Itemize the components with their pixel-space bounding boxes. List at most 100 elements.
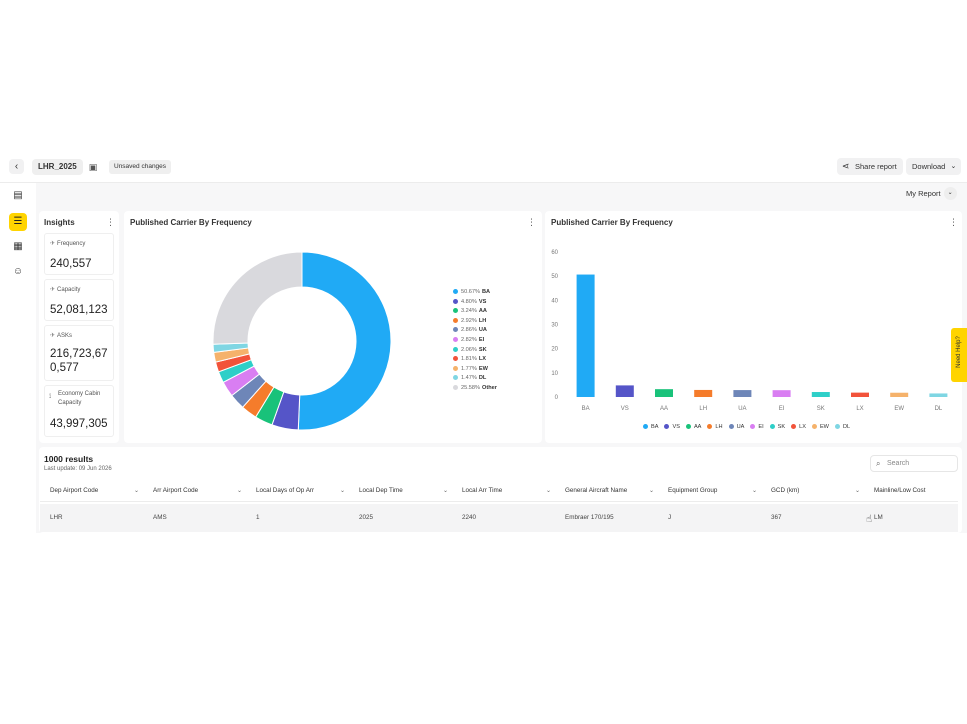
legend-label: EW (819, 424, 829, 430)
chevron-left-icon: ‹ (14, 161, 19, 172)
seat-icon: ⟟ (49, 394, 52, 400)
share-report-button[interactable]: ⋖ Share report (837, 158, 903, 175)
insight-card-capacity: ✈ Capacity 52,081,123 (44, 279, 114, 321)
table-row[interactable]: LHR AMS 1 2025 2240 Embraer 170/195 J 36… (40, 504, 958, 532)
table-cell: 1 (256, 514, 260, 521)
legend-item[interactable]: 2.06% SK (453, 346, 497, 356)
legend-swatch (453, 356, 458, 362)
table-cell: Embraer 170/195 (565, 514, 614, 521)
report-select[interactable]: My Report ⌄ (900, 186, 959, 202)
legend-swatch (453, 317, 458, 323)
insight-label: ASKs (57, 333, 73, 339)
download-button[interactable]: Download ⌄ (906, 158, 962, 175)
more-options-icon[interactable]: ⋮ (527, 217, 536, 227)
donut-legend: 50.67% BA 4.80% VS 3.24% AA 2.92% LH 2.86% UA 2.82… (453, 288, 497, 394)
insights-title: Insights (44, 218, 75, 227)
legend-label: VS (478, 298, 487, 305)
legend-label: EI (478, 336, 485, 343)
legend-item[interactable]: DL (834, 424, 850, 430)
legend-swatch (685, 424, 691, 430)
legend-item[interactable]: 1.47% DL (453, 374, 497, 384)
column-header[interactable]: Dep Airport Code ⌄ (40, 480, 143, 502)
insight-card-frequency: ✈ Frequency 240,557 (44, 233, 114, 275)
legend-item[interactable]: VS (664, 424, 680, 430)
donut-slice-other[interactable] (212, 251, 303, 345)
legend-swatch (453, 365, 458, 371)
legend-item[interactable]: SK (769, 424, 785, 430)
legend-label: DL (478, 375, 487, 382)
legend-item[interactable]: 1.81% LX (453, 355, 497, 365)
top-toolbar: ‹ LHR_2025 ▣ Unsaved changes ⋖ Share rep… (0, 149, 967, 183)
legend-item[interactable]: 2.86% UA (453, 326, 497, 336)
column-header-label: Arr Airport Code (153, 487, 199, 494)
column-header[interactable]: Mainline/Low Cost (864, 480, 958, 502)
legend-label: VS (672, 424, 680, 430)
column-header[interactable]: Local Arr Time ⌄ (452, 480, 555, 502)
column-header-label: Local Days of Op Arr (256, 487, 315, 494)
column-header[interactable]: Local Days of Op Arr ⌄ (246, 480, 349, 502)
column-header[interactable]: General Aircraft Name ⌄ (555, 480, 658, 502)
results-count: 1000 results (44, 454, 94, 464)
file-name-tab[interactable]: LHR_2025 (32, 159, 83, 175)
column-header[interactable]: GCD (km) ⌄ (761, 480, 864, 502)
legend-item[interactable]: 2.82% EI (453, 336, 497, 346)
legend-item[interactable]: LX (791, 424, 806, 430)
search-icon: ⌕ (876, 459, 881, 468)
legend-label: Other (481, 384, 497, 391)
chevron-down-icon: ⌄ (545, 488, 551, 494)
insight-value: 43,997,305 (50, 418, 108, 430)
legend-item[interactable]: 4.80% VS (453, 298, 497, 308)
insight-label: Frequency (57, 241, 86, 247)
chevron-down-icon: ⌄ (648, 488, 654, 494)
filter-icon[interactable]: ☰ (9, 213, 27, 231)
last-update: Last update: 09 Jun 2026 (44, 466, 112, 472)
need-help-tab[interactable]: Need Help? (951, 328, 967, 382)
table-cell: AMS (153, 514, 167, 521)
legend-item[interactable]: 1.77% EW (453, 365, 497, 375)
legend-item[interactable]: 2.92% LH (453, 317, 497, 327)
legend-item[interactable]: EW (811, 424, 829, 430)
insight-value-cont: 0,577 (50, 362, 79, 374)
save-button[interactable]: ▣ (86, 160, 100, 174)
bot-icon[interactable]: ☺ (12, 266, 24, 277)
back-button[interactable]: ‹ (9, 159, 24, 174)
legend-swatch (643, 424, 648, 430)
more-options-icon[interactable]: ⋮ (106, 217, 115, 227)
legend-item[interactable]: 25.58% Other (453, 384, 497, 394)
panel-icon[interactable]: ▤ (13, 190, 23, 201)
legend-item[interactable]: UA (728, 424, 745, 430)
legend-percent: 2.92% (461, 317, 477, 324)
bar-chart-panel: Published Carrier By Frequency ⋮ (545, 211, 962, 443)
legend-item[interactable]: AA (685, 424, 702, 430)
insight-label: Economy Cabin (58, 391, 101, 397)
legend-label: UA (736, 424, 745, 430)
plane-icon: ✈ (50, 333, 56, 339)
legend-percent: 1.81% (461, 356, 477, 363)
more-options-icon[interactable]: ⋮ (949, 217, 958, 227)
chevron-down-icon: ⌄ (950, 163, 957, 170)
column-header[interactable]: Local Dep Time ⌄ (349, 480, 452, 502)
share-icon: ⋖ (842, 161, 850, 171)
legend-percent: 1.77% (461, 365, 477, 372)
column-header[interactable]: Arr Airport Code ⌄ (143, 480, 246, 502)
legend-swatch (728, 424, 734, 430)
legend-swatch (664, 424, 670, 430)
donut-slice-ba[interactable] (297, 251, 392, 431)
legend-swatch (707, 424, 713, 430)
table-cell: 2025 (359, 514, 374, 521)
column-header-label: Dep Airport Code (50, 487, 99, 494)
table-icon[interactable]: ▦ (13, 241, 23, 252)
table-cell: LHR (50, 514, 63, 521)
legend-item[interactable]: 50.67% BA (453, 288, 497, 298)
legend-label: LX (799, 424, 806, 430)
column-header[interactable]: Equipment Group ⌄ (658, 480, 761, 502)
legend-item[interactable]: EI (750, 424, 764, 430)
legend-item[interactable]: 3.24% AA (453, 307, 497, 317)
legend-item[interactable]: BA (643, 424, 658, 430)
legend-label: AA (693, 424, 702, 430)
legend-label: AA (478, 308, 487, 315)
search-input[interactable]: ⌕ Search (870, 455, 958, 472)
column-header-label: GCD (km) (771, 487, 800, 494)
chevron-down-icon: ⌄ (442, 488, 448, 494)
legend-item[interactable]: LH (707, 424, 723, 430)
